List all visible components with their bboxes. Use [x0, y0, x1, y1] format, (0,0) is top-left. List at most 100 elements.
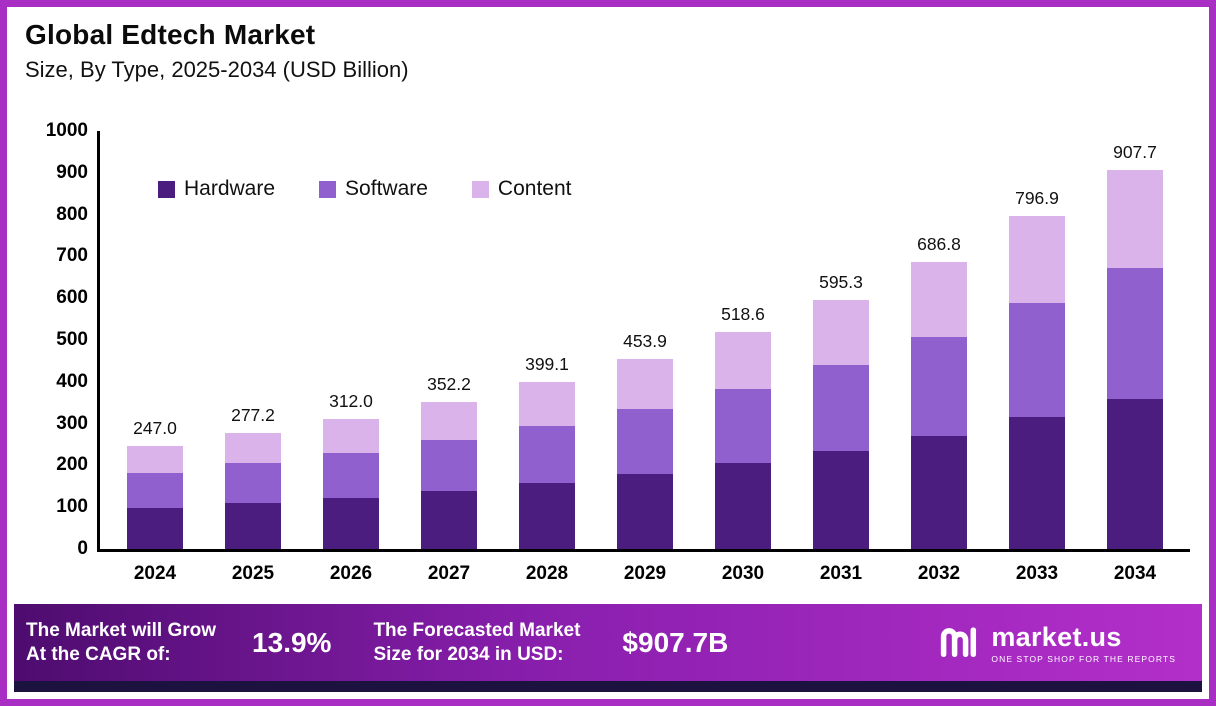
x-axis-tick-label: 2024: [133, 563, 177, 584]
cagr-label: The Market will Grow At the CAGR of:: [26, 619, 216, 667]
bar-segment-hardware: [715, 463, 771, 549]
bar-column-2028: 399.1 2028: [519, 131, 575, 584]
bar-segment-software: [519, 425, 575, 484]
bar-segment-hardware: [421, 490, 477, 549]
bar-segment-content: [127, 445, 183, 473]
bar-segment-content: [715, 332, 771, 389]
cagr-label-line1: The Market will Grow: [26, 619, 217, 641]
bar-total-label: 686.8: [917, 233, 961, 254]
bar-segment-software: [127, 472, 183, 509]
bar-total-label: 907.7: [1113, 141, 1157, 162]
bar-segment-hardware: [519, 483, 575, 549]
y-axis-tick-label: 100: [56, 496, 88, 518]
y-axis-tick-label: 700: [56, 245, 88, 267]
y-axis-tick-label: 400: [56, 370, 88, 392]
bar-segment-hardware: [323, 497, 379, 549]
bar-segment-software: [813, 364, 869, 451]
bar-total-label: 247.0: [133, 417, 177, 438]
x-axis-tick-label: 2030: [721, 563, 765, 584]
chart-legend: Hardware Software Content: [158, 177, 571, 201]
legend-item-software: Software: [319, 177, 428, 201]
y-axis-tick-label: 200: [56, 454, 88, 476]
bar-segment-content: [813, 300, 869, 365]
bar-column-2027: 352.2 2027: [421, 131, 477, 584]
page-subtitle: Size, By Type, 2025-2034 (USD Billion): [25, 57, 409, 82]
x-axis-tick-label: 2033: [1015, 563, 1059, 584]
legend-item-content: Content: [471, 177, 572, 201]
bar-total-label: 518.6: [721, 304, 765, 325]
brand-text: market.us ONE STOP SHOP FOR THE REPORTS: [991, 622, 1176, 664]
bar-column-2025: 277.2 2025: [225, 131, 281, 584]
legend-item-hardware: Hardware: [158, 177, 275, 201]
bar-segment-hardware: [1009, 417, 1065, 549]
y-axis-tick-label: 900: [56, 161, 88, 183]
cagr-label-line2: At the CAGR of:: [26, 643, 171, 665]
bar-segment-content: [1009, 215, 1065, 303]
x-axis-tick-label: 2032: [917, 563, 961, 584]
bar-total-label: 399.1: [525, 354, 569, 375]
bar-column-2031: 595.3 2031: [813, 131, 869, 584]
x-axis-tick-label: 2026: [329, 563, 373, 584]
plot-area: Hardware Software Content 247.0 2024 277.2 20…: [46, 120, 1190, 584]
page-title: Global Edtech Market: [25, 19, 316, 50]
bar-total-label: 277.2: [231, 405, 275, 426]
bar-total-label: 595.3: [819, 272, 863, 293]
legend-label: Content: [497, 177, 572, 200]
x-axis-tick-label: 2025: [231, 563, 275, 584]
x-axis-tick-label: 2034: [1113, 563, 1157, 584]
bar-segment-hardware: [911, 435, 967, 549]
bars-container: 247.0 2024 277.2 2025 312.0 2026 352.2 2027 399.…: [100, 131, 1190, 584]
x-axis-tick-label: 2027: [427, 563, 471, 584]
legend-swatch: [471, 180, 489, 198]
y-axis-tick-label: 0: [77, 538, 88, 559]
bar-segment-hardware: [813, 450, 869, 549]
bar-column-2026: 312.0 2026: [323, 131, 379, 584]
bar-segment-hardware: [127, 508, 183, 549]
bar-total-label: 796.9: [1015, 187, 1059, 208]
bar-column-2030: 518.6 2030: [715, 131, 771, 584]
bar-column-2032: 686.8 2032: [911, 131, 967, 584]
forecast-label: The Forecasted Market Size for 2034 in U…: [373, 619, 580, 667]
bar-segment-content: [323, 418, 379, 453]
cagr-value: 13.9%: [252, 626, 332, 658]
legend-label: Hardware: [184, 177, 276, 200]
bar-segment-software: [911, 336, 967, 436]
bar-segment-hardware: [617, 474, 673, 549]
bar-segment-hardware: [1107, 399, 1163, 549]
bar-column-2024: 247.0 2024: [127, 131, 183, 584]
bar-column-2029: 453.9 2029: [617, 131, 673, 584]
bar-segment-software: [421, 440, 477, 491]
bar-segment-software: [1107, 268, 1163, 400]
footer-banner: The Market will Grow At the CAGR of: 13.…: [14, 604, 1202, 681]
x-axis-tick-label: 2028: [525, 563, 569, 584]
bar-total-label: 352.2: [427, 373, 471, 394]
bar-segment-software: [617, 408, 673, 475]
x-axis-tick-label: 2031: [819, 563, 863, 584]
bar-segment-content: [911, 261, 967, 337]
bottom-strip: [14, 681, 1202, 692]
y-axis-tick-label: 300: [56, 412, 88, 434]
bar-segment-software: [323, 452, 379, 498]
y-axis-tick-label: 1000: [45, 120, 88, 141]
bar-segment-hardware: [225, 503, 281, 549]
forecast-label-line2: Size for 2034 in USD:: [373, 643, 564, 665]
bar-segment-content: [225, 433, 281, 464]
bar-segment-software: [225, 463, 281, 504]
bar-segment-content: [617, 359, 673, 409]
bar-column-2033: 796.9 2033: [1009, 131, 1065, 584]
bar-column-2034: 907.7 2034: [1107, 131, 1163, 584]
y-axis-tick-label: 500: [56, 329, 88, 350]
legend-swatch: [319, 180, 337, 198]
market-us-logo-icon: [937, 620, 981, 665]
y-axis-tick-label: 600: [56, 287, 88, 309]
legend-label: Software: [345, 177, 428, 200]
brand: market.us ONE STOP SHOP FOR THE REPORTS: [937, 620, 1184, 665]
bar-total-label: 312.0: [329, 390, 373, 411]
bar-segment-content: [1107, 169, 1163, 269]
brand-tagline: ONE STOP SHOP FOR THE REPORTS: [991, 653, 1176, 664]
y-axis-tick-label: 800: [56, 203, 88, 225]
legend-swatch: [158, 180, 175, 198]
forecast-value: $907.7B: [622, 626, 729, 658]
header: Global Edtech Market Size, By Type, 2025…: [25, 19, 409, 83]
